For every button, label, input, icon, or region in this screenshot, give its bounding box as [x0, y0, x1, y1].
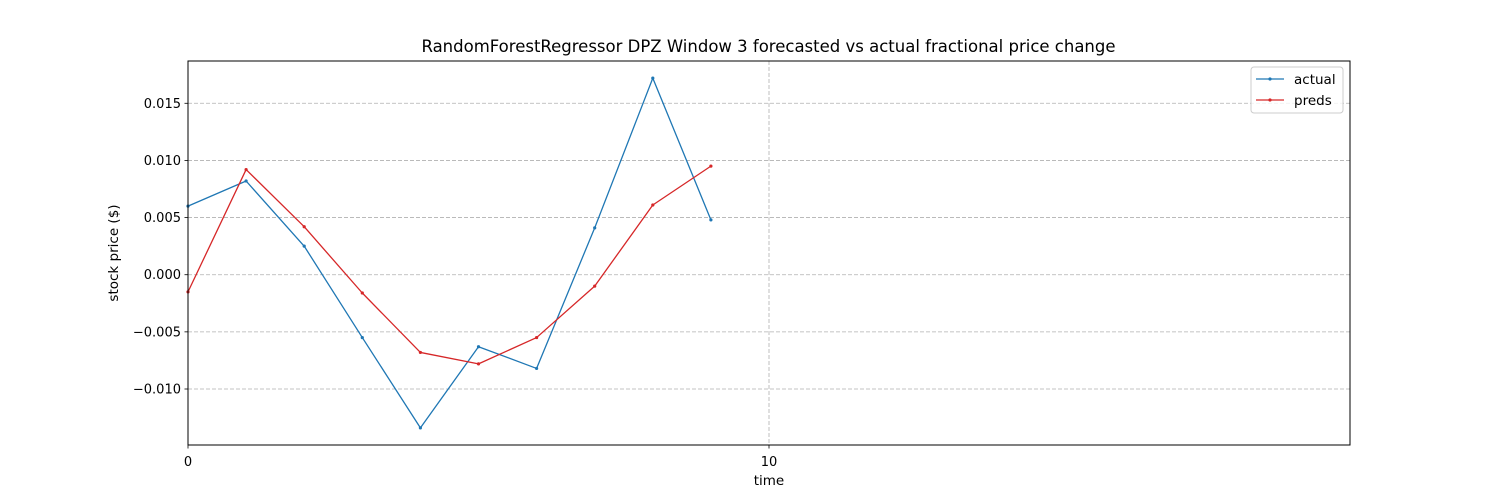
y-axis-label: stock price ($)	[106, 204, 122, 301]
x-axis-ticks: 0 10	[184, 445, 777, 470]
data-point-preds	[302, 225, 306, 229]
legend-actual-marker	[1268, 77, 1272, 81]
legend-label-preds: preds	[1294, 93, 1332, 109]
data-point-preds	[418, 350, 422, 355]
data-point-preds	[709, 164, 713, 168]
series-preds	[186, 164, 713, 366]
data-point-actual	[360, 335, 364, 340]
y-tick-label: 0.005	[144, 211, 181, 226]
data-point-actual	[418, 426, 422, 430]
data-point-actual	[535, 366, 539, 371]
data-point-preds	[651, 203, 655, 207]
series-layer	[186, 76, 713, 430]
y-tick-label: −0.005	[133, 325, 181, 340]
data-point-actual	[593, 226, 597, 230]
data-point-preds	[244, 167, 248, 172]
y-tick-label: 0.015	[144, 97, 181, 112]
y-tick-label: 0.000	[144, 268, 181, 283]
data-point-preds	[593, 284, 597, 288]
x-tick-label: 10	[761, 455, 778, 470]
chart-title: RandomForestRegressor DPZ Window 3 forec…	[421, 37, 1115, 56]
legend-preds-marker	[1268, 98, 1272, 102]
data-point-preds	[360, 291, 364, 295]
data-point-actual	[651, 76, 655, 80]
data-point-actual	[244, 179, 248, 183]
y-tick-label: 0.010	[144, 154, 181, 169]
series-actual	[186, 76, 713, 430]
y-axis-ticks: −0.010 −0.005 0.000 0.005 0.010 0.015	[133, 97, 188, 398]
series-line-actual	[187, 77, 712, 429]
series-line-preds	[187, 165, 712, 365]
y-tick-label: −0.010	[133, 383, 181, 398]
y-gridlines	[188, 102, 1350, 390]
data-point-preds	[535, 335, 539, 340]
legend-label-actual: actual	[1294, 72, 1336, 88]
x-tick-label: 0	[184, 455, 192, 470]
data-point-actual	[476, 345, 481, 349]
data-point-actual	[302, 244, 306, 248]
x-axis-label: time	[754, 473, 785, 489]
data-point-actual	[709, 218, 713, 222]
legend: actual preds	[1250, 66, 1344, 114]
data-point-preds	[476, 362, 481, 366]
